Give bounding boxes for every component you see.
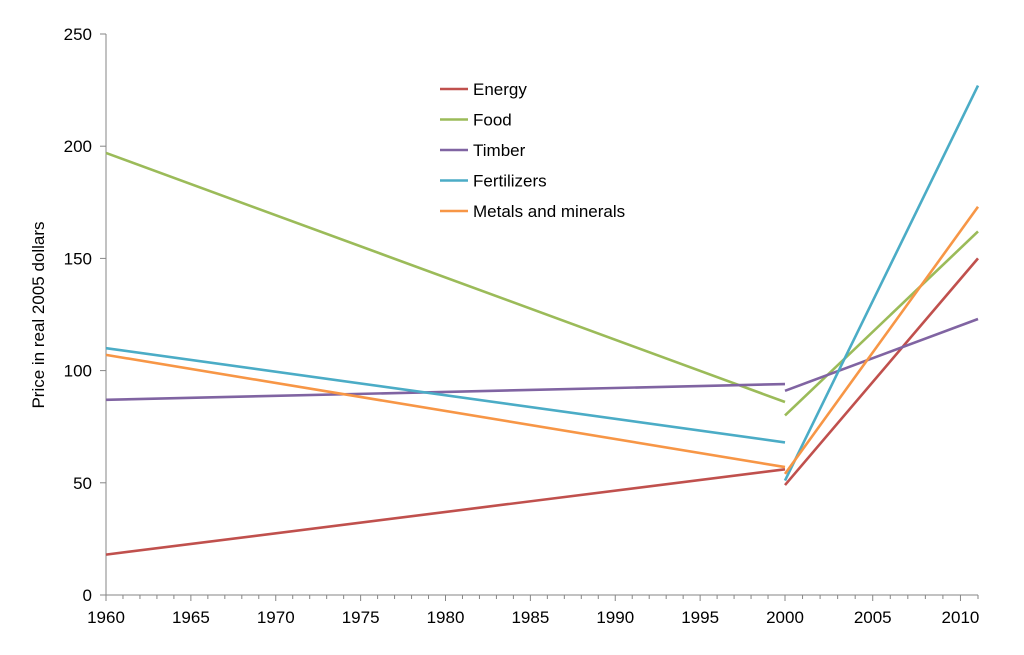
series-line-metals-and-minerals-1960-2000 xyxy=(105,353,786,469)
legend-label-metals-and-minerals: Metals and minerals xyxy=(473,202,625,221)
y-tick-label: 250 xyxy=(64,25,92,44)
y-axis-title: Price in real 2005 dollars xyxy=(29,221,48,408)
legend-label-food: Food xyxy=(473,111,512,130)
series-line-food-1960-2000 xyxy=(105,151,786,404)
y-tick-label: 100 xyxy=(64,362,92,381)
axes: 0 50 100 150 200 250 1960 1965 1970 1975 1980 1985 1… xyxy=(64,25,980,627)
x-tick-label: 1990 xyxy=(596,608,634,627)
series-line-timber-2000-2011 xyxy=(784,317,979,393)
legend-label-energy: Energy xyxy=(473,80,527,99)
series-line-energy-2000-2011 xyxy=(784,257,979,486)
y-tick-label: 200 xyxy=(64,137,92,156)
series-line-food-2000-2011 xyxy=(784,230,979,417)
series-layer xyxy=(105,85,980,556)
legend-label-timber: Timber xyxy=(473,141,526,160)
x-tick-label: 1960 xyxy=(87,608,125,627)
x-tick-label: 1970 xyxy=(257,608,295,627)
y-tick-label: 50 xyxy=(73,474,92,493)
y-tick-label: 150 xyxy=(64,249,92,268)
x-tick-label: 1965 xyxy=(172,608,210,627)
x-tick-label: 1975 xyxy=(342,608,380,627)
x-tick-label: 1980 xyxy=(427,608,465,627)
series-line-metals-and-minerals-2000-2011 xyxy=(783,206,980,475)
x-tick-label: 1995 xyxy=(681,608,719,627)
x-tick-label: 1985 xyxy=(511,608,549,627)
x-tick-label: 2005 xyxy=(854,608,892,627)
series-line-fertilizers-1960-2000 xyxy=(105,346,786,444)
legend: Energy Food Timber Fertilizers Metals and mi… xyxy=(440,80,625,221)
x-tick-label: 2000 xyxy=(766,608,804,627)
series-line-timber-1960-2000 xyxy=(105,382,786,402)
legend-label-fertilizers: Fertilizers xyxy=(473,172,547,191)
series-line-fertilizers-2000-2011 xyxy=(783,85,980,482)
x-tick-label: 2010 xyxy=(942,608,980,627)
series-line-energy-1960-2000 xyxy=(105,468,786,556)
y-tick-label: 0 xyxy=(83,586,92,605)
